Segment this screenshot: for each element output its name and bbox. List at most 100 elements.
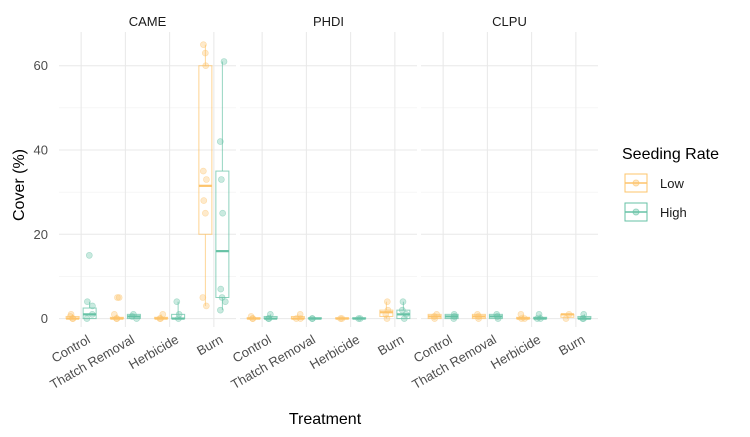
data-point xyxy=(217,306,224,314)
data-point xyxy=(199,294,207,301)
legend-label: High xyxy=(660,205,687,220)
box-phdi-low-3 xyxy=(379,298,394,322)
data-point xyxy=(217,285,225,293)
box-came-low-3 xyxy=(198,41,213,310)
data-point xyxy=(88,311,96,318)
y-tick-label: 20 xyxy=(34,227,48,242)
data-point xyxy=(201,49,209,57)
data-point xyxy=(220,58,228,65)
box-clpu-high-2 xyxy=(533,311,548,322)
box-body xyxy=(215,170,230,298)
box-phdi-high-1 xyxy=(307,315,322,322)
data-point xyxy=(474,311,481,318)
legend-key-low: Low xyxy=(624,173,684,193)
data-point xyxy=(399,298,407,306)
data-point xyxy=(267,311,274,318)
box-phdi-low-0 xyxy=(246,313,261,322)
data-point xyxy=(293,315,300,322)
x-tick-label: Burn xyxy=(375,332,406,359)
facet-label: PHDI xyxy=(313,14,344,29)
data-point xyxy=(337,315,344,322)
facet-label: CLPU xyxy=(492,14,527,29)
box-clpu-low-0 xyxy=(427,311,442,322)
legend-swatch-point xyxy=(632,208,640,216)
legend-title: Seeding Rate xyxy=(622,146,719,163)
data-point xyxy=(451,313,458,320)
data-point xyxy=(517,311,525,318)
box-phdi-high-0 xyxy=(263,311,278,322)
x-tick-label: Herbicide xyxy=(307,332,362,372)
data-point xyxy=(383,298,391,306)
data-point xyxy=(399,306,406,314)
data-point xyxy=(218,294,226,301)
marks-layer xyxy=(65,41,592,322)
data-point xyxy=(84,298,91,306)
legend-label: Low xyxy=(660,176,684,191)
box-phdi-low-2 xyxy=(335,315,350,322)
box-clpu-high-1 xyxy=(488,311,503,322)
box-clpu-high-0 xyxy=(444,311,459,322)
box-phdi-high-2 xyxy=(352,315,367,322)
data-point xyxy=(114,294,121,301)
box-came-low-0 xyxy=(65,311,80,322)
x-tick-label: Herbicide xyxy=(488,332,543,372)
data-point xyxy=(89,302,96,310)
data-point xyxy=(203,176,210,183)
data-point xyxy=(83,315,91,322)
data-point xyxy=(202,209,209,217)
box-came-high-1 xyxy=(126,311,141,322)
y-axis-title: Cover (%) xyxy=(11,149,28,221)
data-point xyxy=(159,311,167,318)
data-point xyxy=(202,62,210,70)
data-point xyxy=(111,311,118,318)
data-point xyxy=(247,313,255,320)
box-clpu-low-1 xyxy=(471,311,486,322)
x-axis-title: Treatment xyxy=(289,411,362,428)
data-point xyxy=(218,176,225,183)
y-tick-label: 60 xyxy=(34,58,48,73)
data-point xyxy=(308,315,316,322)
data-point xyxy=(130,311,137,318)
data-point xyxy=(173,298,181,306)
grid-layer xyxy=(59,32,598,327)
data-point xyxy=(521,315,528,322)
box-came-low-2 xyxy=(154,311,169,322)
data-point xyxy=(433,311,440,318)
data-point xyxy=(115,294,123,301)
y-tick-label: 0 xyxy=(41,311,48,326)
box-came-high-0 xyxy=(82,252,97,322)
facet-label: CAME xyxy=(129,14,167,29)
legend: Seeding Rate Low High xyxy=(622,146,719,222)
x-tick-label: Herbicide xyxy=(126,332,181,372)
box-clpu-low-2 xyxy=(516,311,531,322)
data-point xyxy=(175,311,183,318)
box-came-high-2 xyxy=(171,298,186,322)
box-clpu-high-3 xyxy=(577,311,592,322)
data-point xyxy=(450,311,458,318)
legend-swatch-point xyxy=(632,179,640,187)
x-tick-label: Burn xyxy=(556,332,587,359)
data-point xyxy=(565,311,573,318)
data-point xyxy=(200,41,207,48)
data-point xyxy=(493,311,501,318)
data-point xyxy=(200,197,208,204)
data-point xyxy=(85,252,93,259)
data-point xyxy=(296,311,304,318)
box-came-low-1 xyxy=(109,294,124,322)
data-point xyxy=(384,306,392,314)
box-phdi-high-3 xyxy=(396,298,411,322)
data-point xyxy=(355,315,362,322)
data-point xyxy=(402,311,410,318)
data-point xyxy=(216,138,224,145)
data-point xyxy=(535,311,543,318)
x-tick-label: Burn xyxy=(194,332,225,359)
legend-key-high: High xyxy=(624,202,687,222)
data-point xyxy=(200,167,207,175)
legend-keys: Low High xyxy=(624,173,687,222)
box-came-high-3 xyxy=(215,58,230,314)
data-point xyxy=(67,311,75,318)
data-point xyxy=(356,315,364,322)
y-tick-label: 40 xyxy=(34,143,48,158)
